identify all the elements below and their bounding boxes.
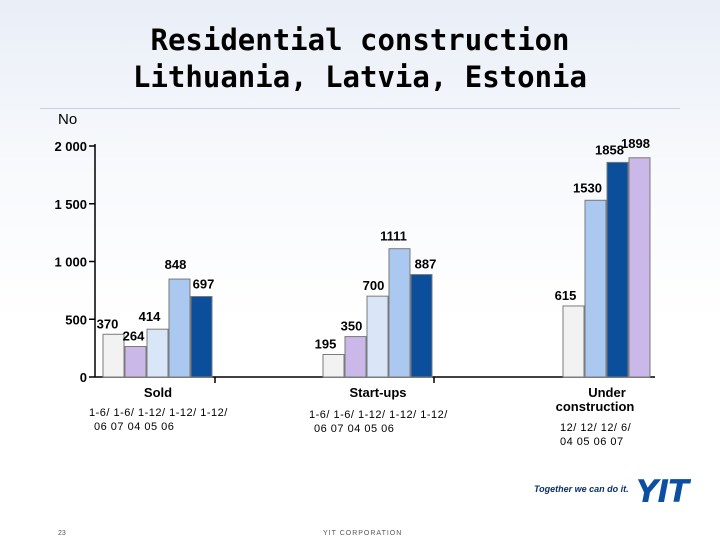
- data-label: 848: [165, 257, 187, 272]
- bar: [562, 305, 585, 378]
- bar: [146, 328, 169, 378]
- period-row: 06 07 04 05 06: [94, 421, 175, 433]
- y-tick-label: 0: [80, 370, 87, 385]
- category-label: construction: [556, 399, 635, 414]
- bar: [366, 295, 389, 378]
- bar: [628, 157, 651, 378]
- chart-title: Residential construction Lithuania, Latv…: [0, 22, 720, 96]
- y-tick-label: 2 000: [54, 139, 87, 154]
- bar: [168, 278, 191, 378]
- data-label: 370: [97, 316, 119, 331]
- data-label: 350: [341, 319, 363, 334]
- period-row: 04 05 06 07: [560, 436, 624, 448]
- slogan-text: Together we can do it.: [534, 484, 629, 494]
- period-row: 1-6/ 1-6/ 1-12/ 1-12/ 1-12/: [89, 407, 228, 419]
- y-tick-label: 1 500: [54, 197, 87, 212]
- yit-logo: YIT: [636, 474, 689, 510]
- bar: [606, 161, 629, 378]
- data-label: 615: [555, 288, 577, 303]
- period-row: 1-6/ 1-6/ 1-12/ 1-12/ 1-12/: [309, 409, 448, 421]
- data-label: 1111: [380, 229, 407, 244]
- y-tick-label: 500: [65, 312, 87, 327]
- data-label: 1530: [573, 180, 602, 195]
- category-label: Start-ups: [349, 385, 406, 400]
- bar: [388, 248, 411, 378]
- bar: [124, 346, 147, 378]
- data-label: 697: [193, 276, 215, 291]
- bar: [190, 295, 213, 378]
- page-number: 23: [58, 530, 66, 537]
- period-labels-sold: 1-6/ 1-6/ 1-12/ 1-12/ 1-12/ 06 07 04 05 …: [89, 406, 228, 434]
- y-tick-label: 1 000: [54, 255, 87, 270]
- title-line-1: Residential construction: [150, 23, 570, 57]
- category-label: Sold: [144, 385, 172, 400]
- bar: [102, 333, 125, 378]
- unit-label: No: [58, 111, 78, 128]
- bar: [410, 274, 433, 378]
- data-label: 264: [123, 329, 145, 344]
- period-row: 06 07 04 05 06: [314, 423, 395, 435]
- period-row: 12/ 12/ 12/ 6/: [560, 422, 632, 434]
- footer-text: YIT CORPORATION: [323, 530, 403, 537]
- data-label: 887: [415, 257, 437, 272]
- data-label: 1898: [621, 136, 650, 151]
- period-labels-start-ups: 1-6/ 1-6/ 1-12/ 1-12/ 1-12/ 06 07 04 05 …: [309, 408, 448, 436]
- period-labels-under-construction: 12/ 12/ 12/ 6/ 04 05 06 07: [560, 421, 631, 449]
- data-label: 414: [139, 309, 161, 324]
- data-label: 700: [363, 278, 385, 293]
- title-divider: [40, 108, 680, 109]
- data-label: 195: [315, 336, 337, 351]
- title-line-2: Lithuania, Latvia, Estonia: [133, 60, 587, 94]
- bar: [344, 336, 367, 378]
- category-label: Under: [588, 385, 626, 400]
- bar: [584, 199, 607, 378]
- bar: [322, 353, 345, 378]
- data-label: 1858: [595, 142, 624, 157]
